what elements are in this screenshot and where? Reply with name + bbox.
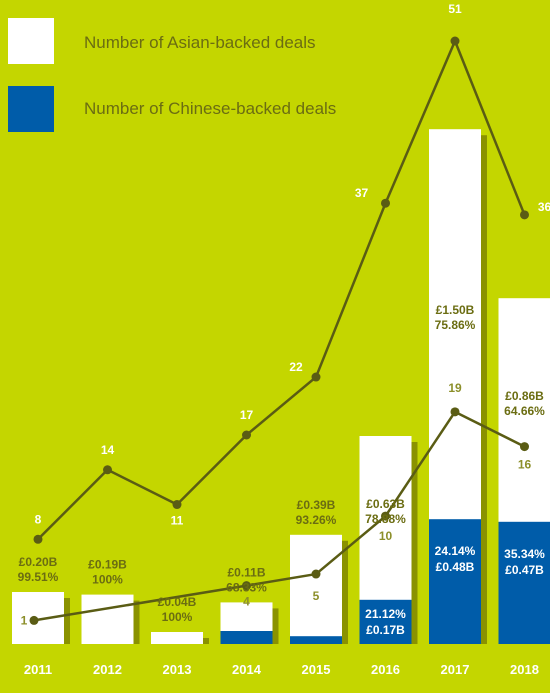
point-asian-deals xyxy=(520,210,529,220)
point-asian-deals xyxy=(242,430,251,440)
legend-swatch-asian xyxy=(8,18,54,64)
bar-shadow xyxy=(411,442,418,644)
data-label-asian-share: 75.86% xyxy=(435,318,476,332)
bar-shadow xyxy=(481,135,487,644)
data-label-chinese-count: 5 xyxy=(313,589,320,603)
data-label-asian-count: 8 xyxy=(35,512,42,526)
tick-label-year: 2016 xyxy=(371,662,400,677)
tick-label-year: 2015 xyxy=(302,662,331,677)
data-label-asian-share: 68.33% xyxy=(226,580,267,594)
point-chinese-deals xyxy=(29,615,39,625)
point-asian-deals xyxy=(450,36,460,46)
legend-label-asian: Number of Asian-backed deals xyxy=(84,33,316,52)
bar-asian xyxy=(81,594,134,644)
bar-asian xyxy=(290,534,342,644)
bar-asian xyxy=(151,632,203,644)
tick-label-year: 2013 xyxy=(163,662,192,677)
point-chinese-deals xyxy=(242,581,251,591)
point-asian-deals xyxy=(172,500,182,510)
tick-label-year: 2017 xyxy=(441,662,470,677)
tick-label-year: 2011 xyxy=(24,662,52,677)
tick-label-year: 2018 xyxy=(510,662,539,677)
lines-layer xyxy=(29,36,529,625)
bar-chinese xyxy=(290,636,342,644)
data-label-asian-value: £0.86B xyxy=(505,389,544,403)
point-asian-deals xyxy=(33,534,43,544)
point-asian-deals xyxy=(103,465,112,475)
bar-shadow xyxy=(342,540,348,644)
data-label-asian-share: 78.88% xyxy=(365,512,406,526)
bar-chinese xyxy=(498,521,550,644)
data-label-asian-count: 22 xyxy=(289,360,303,374)
bar-chinese xyxy=(429,519,481,644)
data-label-chinese-count: 10 xyxy=(379,529,393,543)
data-label-asian-share: 93.26% xyxy=(296,513,337,527)
data-label-asian-count: 51 xyxy=(448,2,462,16)
data-label-asian-value: £0.39B xyxy=(297,498,336,512)
data-label-asian-value: £1.50B xyxy=(436,303,475,317)
data-label-chinese-count: 4 xyxy=(243,595,250,609)
data-label-asian-count: 14 xyxy=(101,443,115,457)
data-label-chinese-share: 35.34% xyxy=(504,547,545,561)
data-label-asian-share: 100% xyxy=(162,610,193,624)
data-label-asian-value: £0.19B xyxy=(88,558,127,572)
tick-label-year: 2014 xyxy=(232,662,262,677)
point-chinese-deals xyxy=(311,569,321,579)
data-label-asian-value: £0.04B xyxy=(158,595,197,609)
data-label-asian-value: £0.63B xyxy=(366,497,405,511)
data-label-asian-share: 100% xyxy=(92,573,123,587)
data-label-chinese-value: £0.47B xyxy=(505,563,544,577)
point-asian-deals xyxy=(381,198,390,208)
data-label-asian-count: 36 xyxy=(538,200,550,214)
point-chinese-deals xyxy=(381,511,390,521)
tick-label-year: 2012 xyxy=(93,662,122,677)
data-label-chinese-value: £0.17B xyxy=(366,623,405,637)
bar-shadow xyxy=(203,638,209,644)
data-label-asian-count: 37 xyxy=(355,186,369,200)
point-chinese-deals xyxy=(520,442,529,452)
line-asian-deals xyxy=(37,39,526,541)
data-label-chinese-value: £0.48B xyxy=(436,560,475,574)
legend-label-chinese: Number of Chinese-backed deals xyxy=(84,99,336,118)
bar-shadow xyxy=(272,608,279,644)
point-asian-deals xyxy=(311,372,321,382)
data-label-asian-count: 17 xyxy=(240,408,254,422)
data-label-chinese-share: 24.14% xyxy=(435,544,476,558)
data-label-asian-share: 64.66% xyxy=(504,404,545,418)
data-label-chinese-count: 1 xyxy=(21,613,28,627)
data-label-asian-value: £0.20B xyxy=(19,555,58,569)
bar-chinese xyxy=(220,631,273,644)
data-label-chinese-count: 19 xyxy=(448,381,462,395)
legend: Number of Asian-backed deals Number of C… xyxy=(8,18,336,132)
bars-layer xyxy=(12,129,550,644)
bar-shadow xyxy=(133,600,140,644)
data-label-chinese-share: 21.12% xyxy=(365,607,406,621)
legend-swatch-chinese xyxy=(8,86,54,132)
data-label-asian-count: 11 xyxy=(171,514,184,528)
data-label-asian-share: 99.51% xyxy=(18,570,59,584)
bar-shadow xyxy=(64,598,70,644)
line-chinese-deals xyxy=(33,410,526,622)
data-label-asian-value: £0.11B xyxy=(227,565,265,579)
bar-chinese xyxy=(359,599,412,644)
data-label-chinese-count: 16 xyxy=(518,458,532,472)
labels-layer: 2011£0.20B99.51%2012£0.19B100%2013£0.04B… xyxy=(18,2,550,677)
point-chinese-deals xyxy=(450,407,460,417)
